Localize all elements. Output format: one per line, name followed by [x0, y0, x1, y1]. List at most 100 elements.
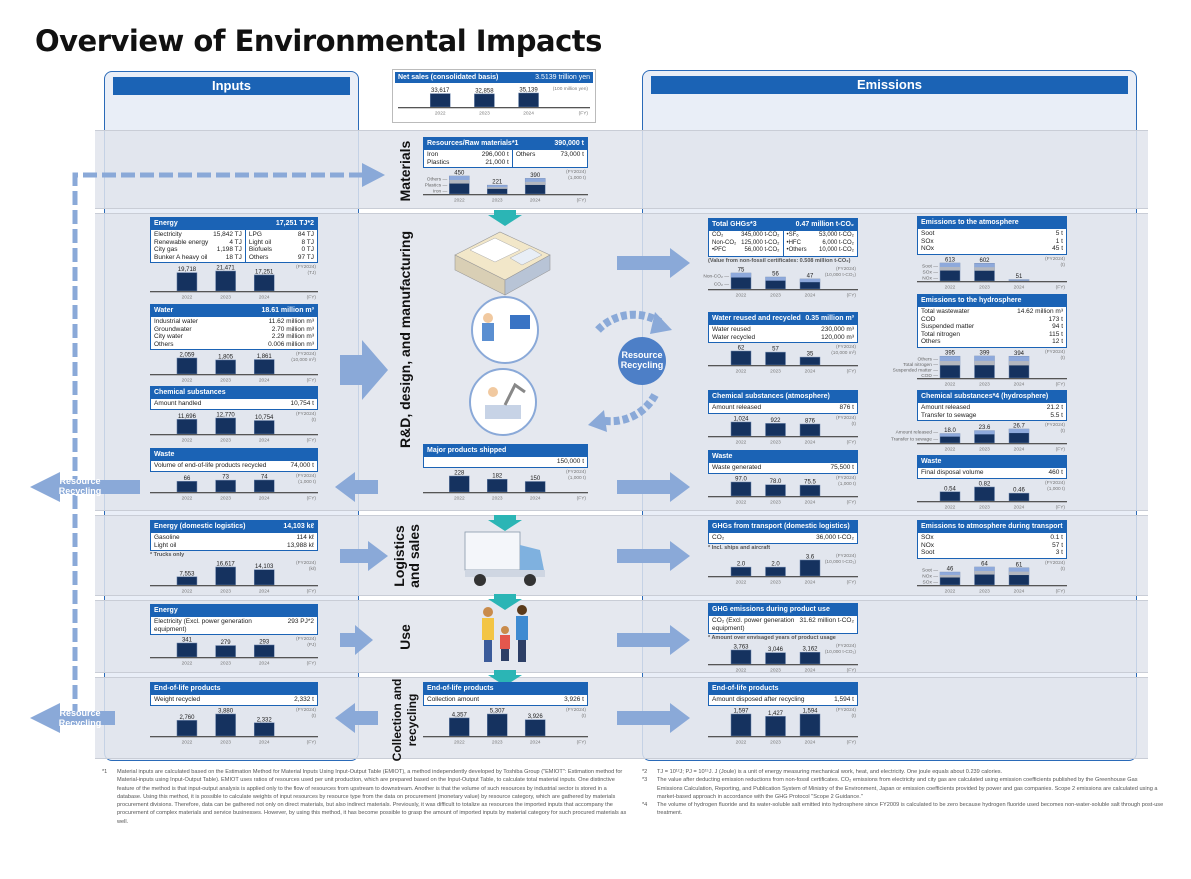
bar — [449, 475, 470, 492]
footnote: *4 The volume of hydrogen fluoride and it… — [642, 801, 1164, 818]
metric-label: Non-CO₂ — [712, 239, 737, 246]
card-header: Emissions to atmosphere during transport — [917, 520, 1067, 533]
metric-label: Final disposal volume — [921, 469, 984, 476]
year-label: 2024 — [1014, 588, 1025, 594]
year-label: 2023 — [220, 495, 231, 501]
card-body: SOx 0.1 t NOx 57 t Soot 3 t — [917, 533, 1067, 559]
axis-line — [917, 280, 1067, 282]
axis-line — [423, 194, 588, 196]
stack-label: Transfer to sewage — — [891, 437, 938, 443]
card-title: Resources/Raw materials*1 — [427, 140, 519, 147]
bar-chart: (FY2024)(10,000 m³) 2,059 2022 1,805 2023 1,8… — [150, 351, 318, 384]
year-label: 2024 — [259, 661, 270, 667]
card-title: Emissions to atmosphere during transport — [921, 523, 1063, 530]
card-column: CO₂ 36,000 t-CO₂ — [709, 533, 857, 543]
card-atm: Emissions to the atmosphere Soot 5 t SOx 1 t… — [917, 216, 1067, 291]
chart-unit: (FY2024) — [836, 266, 856, 272]
bar-value-label: 390 — [530, 173, 541, 179]
metric-label: Weight recycled — [154, 696, 201, 703]
card-total: 18.61 million m³ — [261, 307, 314, 314]
card-title: Chemical substances*4 (hydrosphere) — [921, 393, 1049, 400]
chart-unit: (100 million yen) — [553, 86, 589, 92]
chart-unit: (FY2024) — [1045, 560, 1065, 566]
axis-line — [150, 735, 318, 737]
bar-value-label: 32,858 — [475, 88, 494, 94]
card-header: Total GHGs*3 0.47 million t-CO₂ — [708, 218, 858, 231]
card-trans-atm: Emissions to atmosphere during transport… — [917, 520, 1067, 595]
bar-value-label: 150 — [530, 475, 541, 481]
bar-segment — [1009, 567, 1029, 573]
metric-value: 57 t — [1052, 541, 1063, 549]
card-header: Waste — [917, 455, 1067, 468]
bar-segment — [731, 272, 751, 278]
card-note: (Value from non-fossil certificates: 0.5… — [708, 257, 851, 264]
metric-label: Suspended matter — [921, 323, 975, 330]
bar-value-label: 1,024 — [733, 416, 749, 422]
bar — [765, 422, 786, 436]
chart-unit: (1,000 t) — [838, 481, 856, 487]
metric-row: Total nitrogen 115 t — [921, 331, 1063, 339]
year-label: 2024 — [805, 739, 816, 745]
metric-row: Water recycled 120,000 m³ — [712, 334, 854, 342]
metric-label: Others — [921, 338, 941, 345]
card-header: Water 18.61 million m³ — [150, 304, 318, 317]
metric-row: Soot 3 t — [921, 549, 1063, 557]
card-note: * Trucks only — [150, 552, 185, 558]
bar — [215, 645, 236, 658]
card-column: 150,000 t — [424, 457, 587, 467]
stage-collection-line2: recycling — [405, 693, 419, 747]
card-body: Collection amount 3,926 t — [423, 695, 588, 706]
chart-unit: (1,000 t) — [568, 475, 586, 481]
metric-row: Light oil 13,988 kℓ — [154, 542, 314, 550]
bar — [253, 479, 275, 492]
bar — [730, 481, 752, 496]
chart-unit: (kℓ) — [309, 566, 317, 572]
bar-value-label: 35 — [807, 352, 814, 358]
bar-value-label: 2,760 — [179, 714, 195, 720]
stage-collection-line1: Collection and — [390, 678, 404, 762]
bar-chart: (FY2024)(1,000 t) 450 2022 221 2023 390 2024 (F… — [423, 169, 588, 204]
year-label: 2023 — [492, 495, 503, 501]
card-column: Amount released 876 t — [709, 403, 857, 413]
metric-label: Collection amount — [427, 696, 480, 703]
chart-unit: (t) — [581, 713, 586, 719]
chart-unit: (t) — [1060, 355, 1065, 361]
card-title: Water — [154, 307, 174, 314]
bar — [799, 356, 821, 366]
card-column: CO₂ (Excl. power generation equipment) 31… — [709, 616, 857, 633]
metric-row: SOx 1 t — [921, 238, 1063, 246]
metric-label: CO₂ (Excl. power generation equipment) — [712, 617, 795, 632]
year-label: 2024 — [805, 579, 816, 585]
metric-label: Biofuels — [248, 246, 273, 253]
metric-value: 1,198 TJ — [216, 246, 242, 253]
footnote-column-right: *2 TJ = 10¹²J; PJ = 10¹⁵J. J (Joule) is a… — [642, 768, 1164, 818]
card-collection: End-of-life products Collection amount 3,9… — [423, 682, 588, 746]
footnote-text: Material inputs are calculated based on … — [117, 769, 627, 825]
bar-chart: (FY2024)(t) 395 2022 399 2023 394 2024 (FY) Othe… — [893, 349, 1067, 387]
metric-row: Others 73,000 t — [516, 151, 584, 159]
bar — [176, 272, 198, 292]
stage-logistics-line1: Logistics — [391, 525, 407, 587]
metric-label: Renewable energy — [154, 238, 209, 246]
metric-label: •PFC — [712, 247, 727, 253]
metric-value: 3,926 t — [564, 696, 584, 703]
year-label: 2024 — [805, 439, 816, 445]
metric-label: Light oil — [154, 541, 177, 549]
bar — [215, 566, 236, 586]
stack-label: CO₂ — — [714, 281, 729, 287]
bar-value-label: 395 — [945, 350, 956, 356]
metric-row: Electricity (Excl. power generation equi… — [154, 618, 314, 633]
metric-row: Volume of end-of-life products recycled 7… — [154, 462, 314, 470]
card-energy: Energy 17,251 TJ*2 Electricity 15,842 TJ Ren… — [150, 217, 318, 301]
card-energy-use: Energy Electricity (Excl. power generatio… — [150, 604, 318, 667]
stage-materials: Materials — [397, 140, 413, 202]
card-eol-in: End-of-life products Weight recycled 2,332… — [150, 682, 318, 746]
bar-value-label: 47 — [807, 273, 814, 279]
card-total: 390,000 t — [554, 140, 584, 147]
card-chem-hydro: Chemical substances*4 (hydrosphere) Amoun… — [891, 390, 1067, 453]
year-label: 2024 — [259, 437, 270, 443]
year-label: 2022 — [182, 437, 193, 443]
year-label: 2022 — [736, 439, 747, 445]
resource-recycling-label-center: Resource Recycling — [620, 350, 664, 370]
chart-unit: (FY2024) — [296, 560, 316, 566]
